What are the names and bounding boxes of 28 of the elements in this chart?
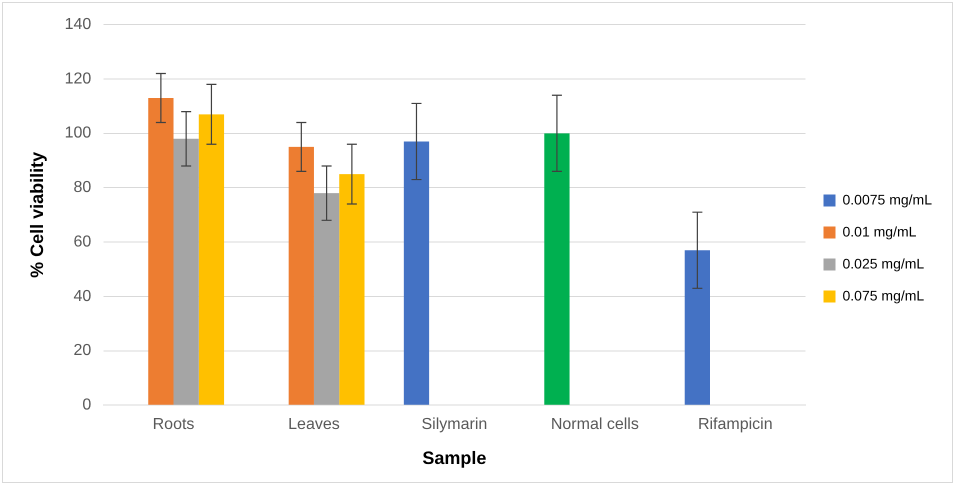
legend-label: 0.01 mg/mL	[842, 223, 917, 240]
y-tick-label: 60	[74, 233, 92, 250]
bar	[314, 193, 340, 405]
bar	[174, 138, 199, 405]
x-tick-label: Roots	[152, 416, 194, 434]
bar	[339, 174, 365, 405]
x-tick-label: Leaves	[288, 416, 340, 434]
y-tick-label: 80	[74, 179, 92, 196]
y-tick-label: 20	[74, 342, 92, 360]
bar	[288, 146, 314, 405]
legend-label: 0.025 mg/mL	[842, 255, 924, 272]
x-tick-label: Normal cells	[550, 416, 639, 434]
legend-label: 0.0075 mg/mL	[842, 191, 932, 208]
bar	[684, 250, 710, 405]
y-tick-label: 120	[64, 70, 92, 88]
y-tick-label: 100	[64, 124, 92, 142]
x-tick-label: Silymarin	[422, 416, 488, 434]
y-tick-label: 40	[74, 288, 92, 305]
y-tick-label: 0	[82, 396, 92, 414]
bar	[544, 133, 570, 405]
bar	[404, 142, 430, 405]
y-tick-label: 140	[64, 16, 92, 34]
bar	[198, 114, 224, 405]
legend-label: 0.075 mg/mL	[842, 287, 924, 304]
x-axis-title: Sample	[422, 448, 486, 468]
y-axis-title: % Cell viability	[26, 152, 47, 278]
x-tick-label: Rifampicin	[698, 416, 773, 434]
bar	[148, 98, 174, 405]
